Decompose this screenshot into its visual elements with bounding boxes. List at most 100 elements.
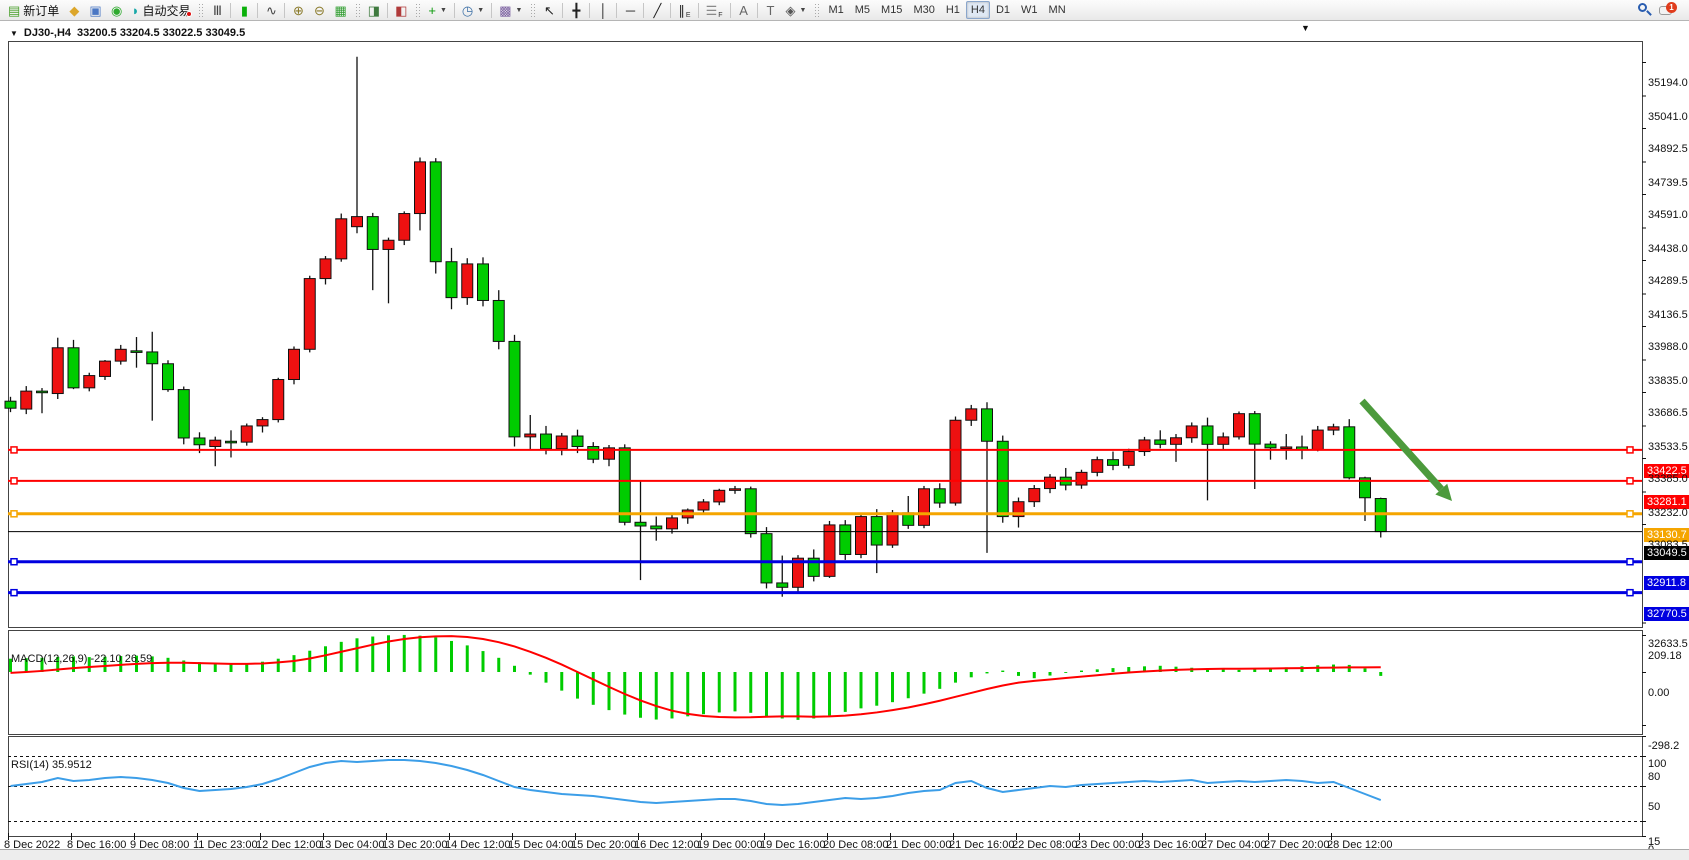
cursor-button[interactable]: ↖	[539, 1, 559, 20]
templates-icon: ▩	[499, 2, 512, 18]
bar-chart-type-icon: Ⅲ	[213, 2, 222, 18]
indicators-button[interactable]: + ▼	[424, 1, 451, 20]
trendline-button[interactable]: ╱	[647, 1, 667, 20]
chart-dropdown-icon[interactable]: ▼	[10, 28, 18, 38]
toolbar-divider	[589, 2, 591, 18]
rsi-indicator-label: RSI(14) 35.9512	[11, 759, 92, 771]
time-axis-label: 23 Dec 00:00	[1075, 839, 1141, 851]
text-icon: A	[739, 2, 748, 18]
line-chart-type-button[interactable]: ∿	[261, 1, 281, 20]
equidistant-channel-button[interactable]: ∥ E	[674, 1, 694, 20]
timeframe-button-mn[interactable]: MN	[1048, 4, 1066, 16]
toolbar-divider	[562, 2, 564, 18]
axis-label: 34892.5	[1648, 143, 1688, 156]
chart-profile-icon-icon: ◆	[69, 2, 80, 18]
time-axis-label: 27 Dec 04:00	[1201, 839, 1267, 851]
time-axis-label: 15 Dec 04:00	[508, 839, 574, 851]
chevron-down-icon: ▼	[439, 6, 447, 14]
timeframe-button-m15[interactable]: M15	[881, 4, 903, 16]
time-axis-label: 8 Dec 16:00	[67, 839, 127, 851]
search-icon[interactable]	[1636, 2, 1652, 18]
price-line-label: 33130.7	[1644, 527, 1689, 542]
time-axis-label: 15 Dec 20:00	[571, 839, 637, 851]
tile-windows-icon: ▦	[334, 2, 347, 18]
timeframe-button-h1[interactable]: H1	[945, 4, 960, 16]
time-axis-label: 22 Dec 08:00	[1012, 839, 1078, 851]
search-stem	[1646, 10, 1652, 16]
time-axis-label: 9 Dec 08:00	[130, 839, 190, 851]
time-axis-label: 11 Dec 23:00	[193, 839, 258, 851]
time-axis-label: 16 Dec 12:00	[634, 839, 700, 851]
chart-profile-icon-button[interactable]: ◆	[64, 1, 84, 20]
autotrading-button[interactable]: ◗ 自动交易	[128, 1, 195, 20]
toolbar-divider	[257, 2, 259, 18]
chart-symbol-period: DJ30-,H4	[23, 27, 71, 39]
axis-label: 209.18	[1648, 649, 1682, 662]
new-order-button[interactable]: ▤ 新订单	[4, 1, 63, 20]
candlestick-chart-type-button[interactable]: ▮	[234, 1, 254, 20]
chart-window[interactable]: ▼ DJ30-,H4 33200.5 33204.5 33022.5 33049…	[0, 21, 1689, 856]
notifications-chat-icon[interactable]: 1	[1659, 2, 1677, 18]
crosshair-icon: ╋	[572, 2, 581, 18]
text-button[interactable]: A	[734, 1, 754, 20]
axis-label: 50	[1648, 801, 1661, 813]
templates-button[interactable]: ▩ ▼	[495, 1, 526, 20]
bar-chart-type-button[interactable]: Ⅲ	[207, 1, 227, 20]
timeframe-button-m30[interactable]: M30	[913, 4, 935, 16]
toolbar-divider	[643, 2, 645, 18]
fibonacci-button[interactable]: ☰ F	[702, 1, 727, 20]
line-chart-type-icon: ∿	[266, 2, 277, 18]
toolbar-divider	[491, 2, 493, 18]
icon-subscript: E	[685, 11, 691, 19]
axis-label: 80	[1648, 771, 1661, 783]
axis-label: 100	[1648, 758, 1667, 770]
timeframe-button-m5[interactable]: M5	[854, 4, 871, 16]
axis-label: 15	[1648, 836, 1661, 848]
chart-title-row: ▼ DJ30-,H4 33200.5 33204.5 33022.5 33049…	[10, 26, 245, 40]
zoom-out-button[interactable]: ⊖	[309, 1, 329, 20]
axis-label: 34289.5	[1648, 275, 1688, 288]
axis-label: 33686.5	[1648, 407, 1688, 420]
trendline-icon: ╱	[653, 2, 662, 18]
time-axis-label: 19 Dec 00:00	[697, 839, 763, 851]
zoom-in-icon: ⊕	[293, 2, 304, 18]
toolbar-divider	[756, 2, 758, 18]
time-axis-label: 20 Dec 08:00	[823, 839, 889, 851]
horizontal-line-button[interactable]: ─	[620, 1, 640, 20]
price-chart-canvas[interactable]	[0, 22, 1689, 850]
tile-windows-button[interactable]: ▦	[330, 1, 350, 20]
time-axis-label: 21 Dec 00:00	[886, 839, 952, 851]
axis-label: 34739.5	[1648, 176, 1688, 189]
axis-label: 32633.5	[1648, 637, 1688, 650]
chart-shift-button[interactable]: ◧	[391, 1, 411, 20]
news-signal-icon-button[interactable]: ◉	[107, 1, 127, 20]
timeframe-button-w1[interactable]: W1	[1021, 4, 1038, 16]
periods-button[interactable]: ◷ ▼	[458, 1, 488, 20]
timeframe-button-m1[interactable]: M1	[828, 4, 844, 16]
text-label-button[interactable]: T	[761, 1, 781, 20]
toolbar-divider	[387, 2, 389, 18]
arrows-button[interactable]: ◈ ▼	[782, 1, 811, 20]
periods-icon: ◷	[461, 2, 474, 18]
axis-label: 33835.0	[1648, 374, 1688, 387]
timeframe-button-d1[interactable]: D1	[995, 4, 1011, 16]
toolbar-divider	[616, 2, 618, 18]
time-axis-label: 23 Dec 16:00	[1138, 839, 1204, 851]
vertical-line-button[interactable]: │	[593, 1, 613, 20]
time-axis-label: 13 Dec 20:00	[382, 839, 448, 851]
toolbar-grip	[814, 2, 820, 18]
autotrading-icon: ◗	[131, 2, 140, 18]
toolbar-grip	[198, 2, 204, 18]
timeframe-button-h4[interactable]: H4	[965, 1, 990, 19]
fibonacci-icon: ☰	[705, 2, 718, 18]
trend-arrow-annotation	[1435, 483, 1452, 501]
market-watch-icon-button[interactable]: ▣	[85, 1, 105, 20]
axis-label: 35194.0	[1648, 77, 1688, 90]
axis-label: 35041.0	[1648, 110, 1688, 123]
crosshair-button[interactable]: ╋	[566, 1, 586, 20]
auto-scroll-button[interactable]: ◨	[364, 1, 384, 20]
time-axis-label: 27 Dec 20:00	[1264, 839, 1330, 851]
indicators-icon: +	[428, 2, 436, 18]
zoom-in-button[interactable]: ⊕	[288, 1, 308, 20]
time-axis-label: 12 Dec 12:00	[256, 839, 322, 851]
